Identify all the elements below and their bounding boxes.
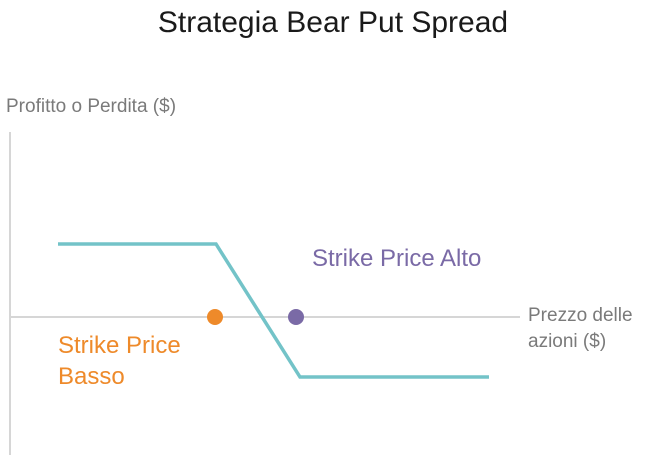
strike-high-label: Strike Price Alto xyxy=(312,245,482,272)
payoff-line xyxy=(58,242,489,379)
strike-low-marker xyxy=(207,309,223,325)
x-axis-label: Prezzo delle azioni ($) xyxy=(528,305,633,352)
strike-low-label: Strike Price Basso xyxy=(58,332,181,390)
y-axis-label: Profitto o Perdita ($) xyxy=(6,96,177,117)
strike-high-marker xyxy=(288,309,304,325)
diagram-title: Strategia Bear Put Spread xyxy=(157,6,509,39)
